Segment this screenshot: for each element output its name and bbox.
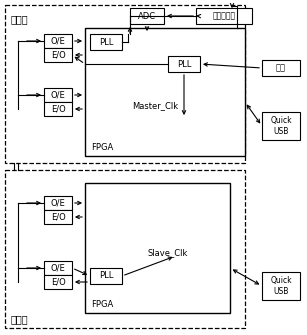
Bar (85, 183, 230, 313)
Text: O/E: O/E (51, 37, 65, 46)
Bar (90, 268, 122, 284)
Bar (85, 28, 245, 156)
Bar (262, 272, 300, 300)
Bar (196, 8, 252, 24)
Bar (44, 88, 72, 102)
Text: Master_Clk: Master_Clk (132, 102, 178, 111)
Text: E/O: E/O (51, 277, 65, 286)
Text: E/O: E/O (51, 105, 65, 114)
Bar (262, 112, 300, 140)
Bar (44, 34, 72, 48)
Text: Quick
USB: Quick USB (270, 276, 292, 296)
Bar (262, 60, 300, 76)
Bar (44, 196, 72, 210)
Text: O/E: O/E (51, 199, 65, 207)
Text: O/E: O/E (51, 264, 65, 272)
Text: FPGA: FPGA (91, 300, 113, 309)
Bar (90, 34, 122, 50)
Text: FPGA: FPGA (91, 143, 113, 152)
Text: Slave_Clk: Slave_Clk (147, 249, 188, 258)
Bar (130, 8, 164, 24)
Text: 相位鉴别器: 相位鉴别器 (212, 11, 235, 20)
Text: O/E: O/E (51, 90, 65, 99)
Bar (5, 5, 245, 163)
Bar (168, 56, 200, 72)
Text: PLL: PLL (177, 60, 191, 68)
Text: ADC: ADC (138, 11, 156, 20)
Bar (44, 48, 72, 62)
Text: PLL: PLL (99, 271, 113, 280)
Bar (5, 170, 245, 328)
Text: PLL: PLL (99, 38, 113, 47)
Text: 时钟: 时钟 (276, 64, 286, 72)
Bar (44, 102, 72, 116)
Text: E/O: E/O (51, 51, 65, 60)
Bar (44, 210, 72, 224)
Text: 从节点: 从节点 (11, 314, 29, 324)
Text: 主节点: 主节点 (11, 14, 29, 24)
Bar (44, 275, 72, 289)
Text: Quick
USB: Quick USB (270, 116, 292, 136)
Text: E/O: E/O (51, 212, 65, 221)
Bar (44, 261, 72, 275)
